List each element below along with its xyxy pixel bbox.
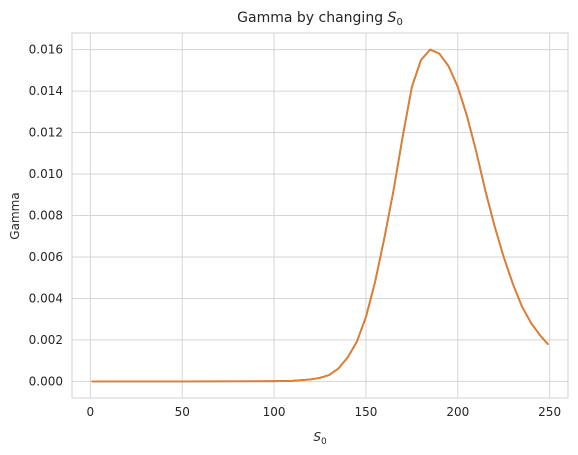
x-tick-label: 150 bbox=[354, 405, 377, 419]
x-axis-label: S0 bbox=[313, 430, 327, 447]
y-tick-label: 0.012 bbox=[29, 126, 63, 140]
tick-labels: 0 50 100 150 200 250 0.000 0.002 0.004 0.006 0.008… bbox=[29, 43, 561, 419]
x-axis-label-sub: 0 bbox=[321, 437, 327, 447]
grid bbox=[72, 33, 568, 398]
chart-title-var: S bbox=[388, 10, 397, 26]
x-tick-label: 200 bbox=[446, 405, 469, 419]
chart-title: Gamma by changing S0 bbox=[237, 10, 403, 28]
series-layer bbox=[91, 48, 549, 383]
y-tick-label: 0.016 bbox=[29, 43, 63, 57]
y-tick-label: 0.008 bbox=[29, 209, 63, 223]
y-tick-label: 0.006 bbox=[29, 250, 63, 264]
y-tick-label: 0.010 bbox=[29, 167, 63, 181]
y-tick-label: 0.004 bbox=[29, 291, 63, 305]
x-tick-label: 250 bbox=[538, 405, 561, 419]
y-tick-label: 0.002 bbox=[29, 333, 63, 347]
x-tick-label: 100 bbox=[263, 405, 286, 419]
chart-title-sub: 0 bbox=[396, 17, 402, 28]
y-tick-label: 0.014 bbox=[29, 84, 63, 98]
chart-title-text: Gamma by changing bbox=[237, 10, 387, 26]
plot-frame bbox=[71, 32, 569, 399]
y-axis-label: Gamma bbox=[8, 192, 22, 239]
y-tick-label: 0.000 bbox=[29, 374, 63, 388]
x-tick-label: 0 bbox=[87, 405, 95, 419]
series-line-2 bbox=[91, 48, 549, 383]
x-tick-label: 50 bbox=[175, 405, 190, 419]
x-axis-label-var: S bbox=[313, 430, 321, 444]
